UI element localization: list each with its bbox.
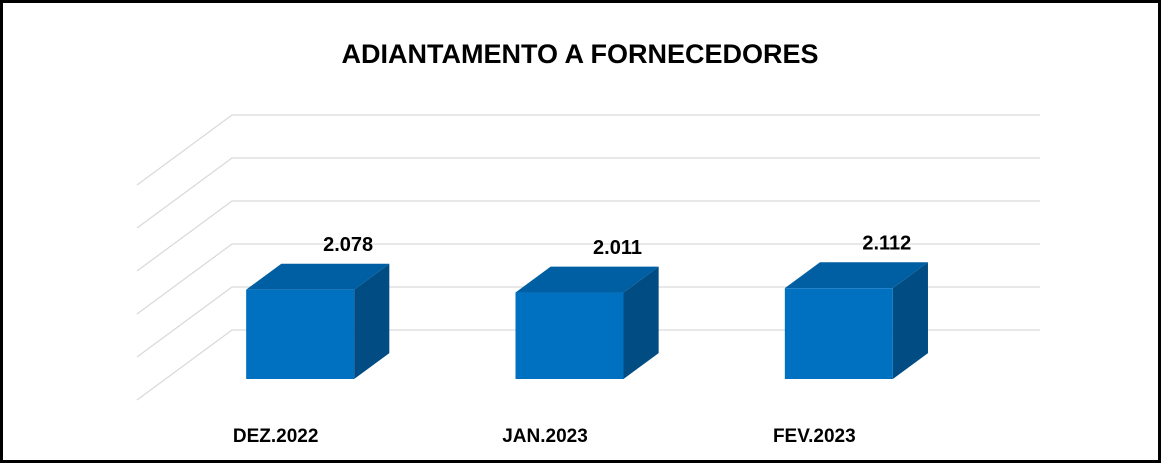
- grid-line: [136, 329, 1040, 401]
- grid-line: [136, 286, 1040, 358]
- grid-line: [136, 243, 1040, 315]
- grid-line: [136, 157, 1040, 229]
- data-label: 2.011: [593, 237, 642, 259]
- bar-top: [515, 266, 659, 293]
- data-label: 2.078: [323, 234, 373, 256]
- x-tick-label: DEZ.2022: [233, 426, 319, 447]
- bar: [246, 289, 355, 379]
- bar: [784, 288, 893, 379]
- x-tick-label: JAN.2023: [502, 426, 588, 447]
- bar: [515, 292, 624, 379]
- bar-side: [623, 266, 659, 379]
- chart-title: ADIANTAMENTO A FORNECEDORES: [341, 39, 818, 69]
- bar-side: [892, 262, 928, 379]
- grid-line: [136, 114, 1040, 186]
- grid-line: [136, 200, 1040, 272]
- x-tick-label: FEV.2023: [773, 426, 856, 447]
- bar-top: [246, 263, 390, 290]
- bar-side: [354, 263, 390, 379]
- bar-top: [784, 262, 928, 289]
- data-label: 2.112: [862, 232, 911, 254]
